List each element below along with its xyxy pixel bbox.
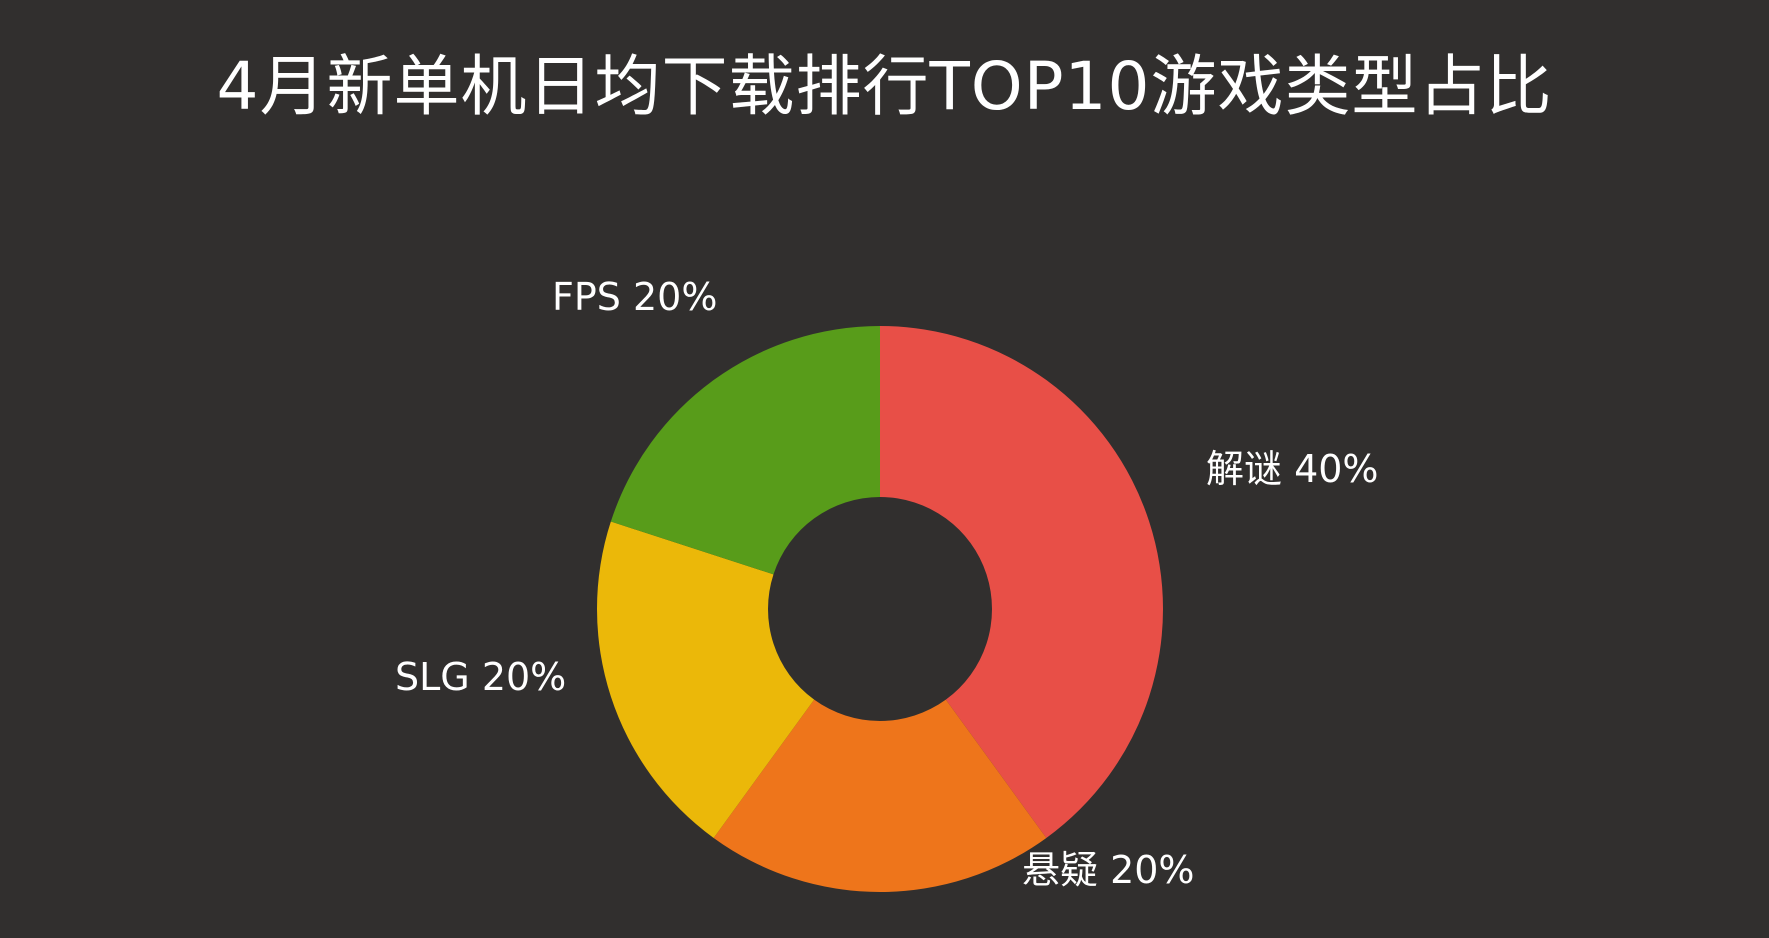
slice-1 <box>880 326 1163 838</box>
slice-label-1: 解谜 40% <box>1206 447 1379 491</box>
chart-labels: 解谜 40% 悬疑 20% SLG 20% FPS 20% <box>395 275 1379 892</box>
slice-4 <box>610 326 880 575</box>
slice-2 <box>713 699 1047 892</box>
slice-label-4: FPS 20% <box>552 275 717 319</box>
slice-label-2: 悬疑 20% <box>1022 848 1195 892</box>
chart-title: 4月新单机日均下载排行TOP10游戏类型占比 <box>216 48 1553 125</box>
slice-3 <box>597 521 815 838</box>
chart-slices <box>597 326 1163 892</box>
slice-label-3: SLG 20% <box>395 655 566 699</box>
